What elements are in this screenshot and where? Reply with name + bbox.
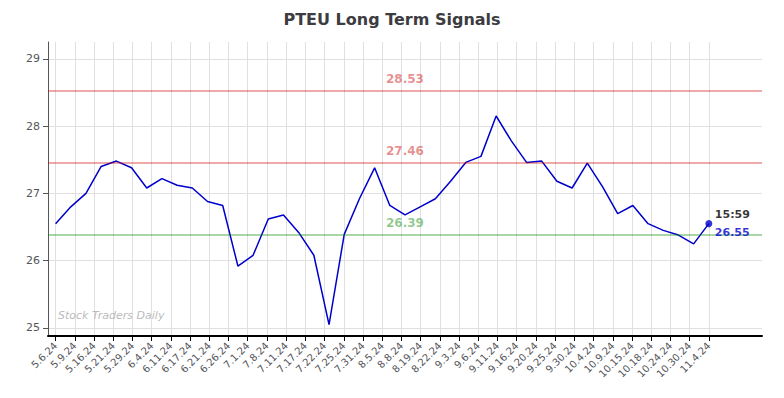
svg-text:6.17.24: 6.17.24 <box>159 340 194 375</box>
svg-text:5.29.24: 5.29.24 <box>101 340 137 375</box>
svg-text:6.21.24: 6.21.24 <box>178 340 214 375</box>
svg-text:5.6.24: 5.6.24 <box>29 340 60 371</box>
svg-text:PTEU Long Term Signals: PTEU Long Term Signals <box>283 10 500 29</box>
svg-text:9.20.24: 9.20.24 <box>505 340 540 375</box>
svg-text:10.9.24: 10.9.24 <box>581 340 617 375</box>
svg-text:15:59: 15:59 <box>715 208 750 221</box>
svg-text:10.18.24: 10.18.24 <box>615 340 656 380</box>
svg-text:10.24.24: 10.24.24 <box>635 340 675 380</box>
svg-text:5.9.24: 5.9.24 <box>48 340 79 371</box>
svg-text:8.8.24: 8.8.24 <box>375 340 406 371</box>
svg-text:9.11.24: 9.11.24 <box>466 340 502 375</box>
svg-text:26.39: 26.39 <box>386 216 424 230</box>
svg-text:9.6.24: 9.6.24 <box>451 340 483 371</box>
svg-text:10.30.24: 10.30.24 <box>654 340 694 380</box>
svg-text:10.4.24: 10.4.24 <box>562 340 598 375</box>
svg-text:7.1.24: 7.1.24 <box>221 340 252 371</box>
svg-text:5.21.24: 5.21.24 <box>82 340 118 375</box>
svg-text:29: 29 <box>26 52 40 65</box>
svg-text:8.19.24: 8.19.24 <box>389 340 425 375</box>
svg-text:9.3.24: 9.3.24 <box>432 340 463 371</box>
svg-text:9.16.24: 9.16.24 <box>485 340 521 375</box>
svg-text:25: 25 <box>26 321 40 334</box>
svg-text:27: 27 <box>26 187 40 200</box>
svg-text:6.4.24: 6.4.24 <box>125 340 156 371</box>
svg-text:10.15.24: 10.15.24 <box>596 340 636 380</box>
svg-text:6.26.24: 6.26.24 <box>197 340 233 375</box>
svg-text:9.30.24: 9.30.24 <box>543 340 579 375</box>
svg-text:26.55: 26.55 <box>715 226 750 239</box>
svg-text:5.16.24: 5.16.24 <box>63 340 98 375</box>
svg-text:7.31.24: 7.31.24 <box>332 340 367 375</box>
svg-text:8.5.24: 8.5.24 <box>355 340 387 371</box>
svg-text:7.11.24: 7.11.24 <box>255 340 290 375</box>
svg-text:26: 26 <box>26 254 40 267</box>
svg-text:7.22.24: 7.22.24 <box>293 340 329 375</box>
svg-text:11.4.24: 11.4.24 <box>678 340 713 375</box>
svg-text:9.25.24: 9.25.24 <box>524 340 559 375</box>
svg-text:27.46: 27.46 <box>386 144 424 158</box>
svg-text:8.22.24: 8.22.24 <box>409 340 444 375</box>
svg-text:28.53: 28.53 <box>386 72 424 86</box>
svg-text:Stock Traders Daily: Stock Traders Daily <box>58 309 165 322</box>
svg-text:7.17.24: 7.17.24 <box>274 340 310 375</box>
svg-text:7.8.24: 7.8.24 <box>240 340 271 371</box>
svg-text:7.25.24: 7.25.24 <box>313 340 348 375</box>
svg-text:6.11.24: 6.11.24 <box>140 340 175 375</box>
svg-text:28: 28 <box>26 120 40 133</box>
